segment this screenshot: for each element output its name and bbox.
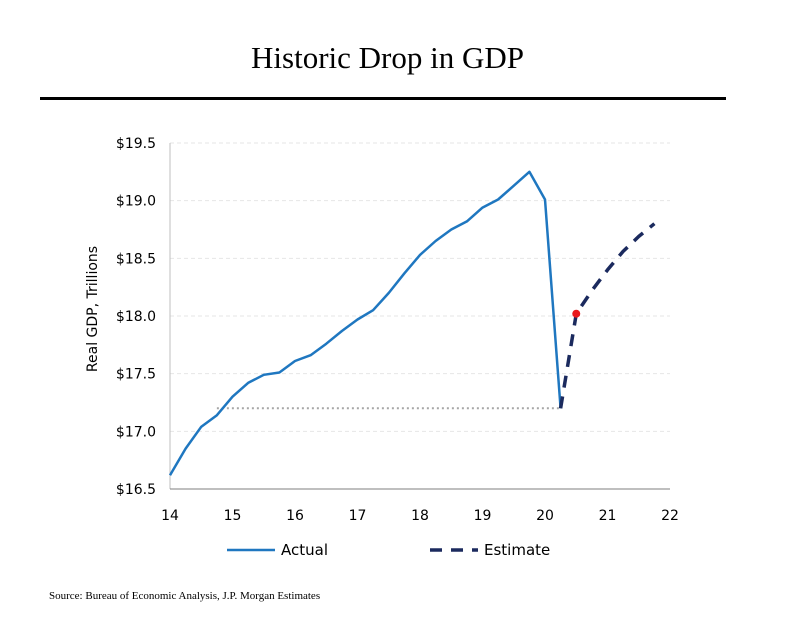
y-tick-label: $19.0 <box>116 194 156 210</box>
y-tick-label: $18.5 <box>116 251 156 267</box>
y-tick-label: $17.5 <box>116 367 156 383</box>
gridlines <box>170 142 670 432</box>
x-tick-label: 21 <box>599 508 617 524</box>
x-tick-label: 15 <box>224 508 242 524</box>
axes: $16.5 $17.0 $17.5 $18.0 $18.5 $19.0 $19.5 14 15 1… <box>85 136 679 524</box>
x-tick-label: 14 <box>161 508 179 524</box>
x-tick-label: 17 <box>349 508 367 524</box>
actual-series-line <box>168 170 562 476</box>
legend-label-estimate: Estimate <box>484 541 550 559</box>
y-tick-label: $16.5 <box>116 482 156 498</box>
y-tick-label: $18.0 <box>116 309 156 325</box>
highlight-point-marker <box>572 309 581 318</box>
x-tick-label: 19 <box>474 508 492 524</box>
chart-title: Historic Drop in GDP <box>251 40 524 75</box>
x-tick-label: 22 <box>661 508 679 524</box>
series <box>168 170 656 476</box>
legend: Actual Estimate <box>227 541 550 559</box>
x-tick-label: 18 <box>411 508 429 524</box>
y-axis-title: Real GDP, Trillions <box>85 246 101 372</box>
source-note: Source: Bureau of Economic Analysis, J.P… <box>49 590 321 602</box>
title-divider <box>40 97 726 100</box>
y-tick-label: $19.5 <box>116 136 156 152</box>
x-tick-label: 16 <box>286 508 304 524</box>
x-tick-label: 20 <box>536 508 554 524</box>
legend-label-actual: Actual <box>281 541 328 559</box>
y-tick-label: $17.0 <box>116 424 156 440</box>
